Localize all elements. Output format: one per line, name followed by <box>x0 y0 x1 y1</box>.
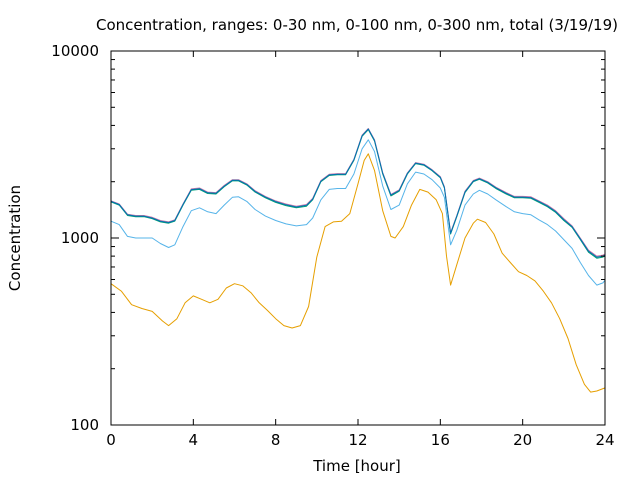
x-tick-label: 12 <box>348 431 367 449</box>
y-tick-label: 1000 <box>61 229 99 247</box>
plot-frame <box>110 50 606 426</box>
x-tick-label: 4 <box>189 431 199 449</box>
axis-layer: 0 4 8 12 16 20 24 100 1000 10000 <box>51 42 614 449</box>
x-tick-label: 16 <box>431 431 450 449</box>
y-tick-label: 10000 <box>51 42 99 60</box>
x-tick-label: 24 <box>595 431 614 449</box>
y-axis-label: Concentration <box>6 185 24 291</box>
chart-title: Concentration, ranges: 0-30 nm, 0-100 nm… <box>96 16 618 34</box>
y-tick-label: 100 <box>70 416 99 434</box>
x-axis-label: Time [hour] <box>312 457 401 475</box>
series-line-2 <box>110 139 606 286</box>
x-tick-label: 0 <box>106 431 116 449</box>
series-line-1 <box>110 153 606 393</box>
series-line-5 <box>110 128 606 258</box>
x-tick-label: 20 <box>513 431 532 449</box>
x-tick-label: 8 <box>271 431 281 449</box>
series-layer <box>110 128 606 393</box>
